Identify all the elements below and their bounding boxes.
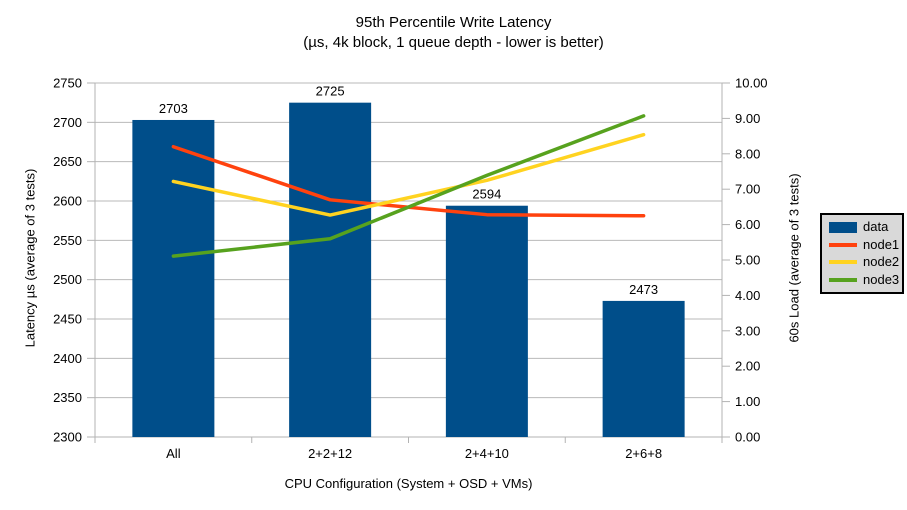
right-axis-tick-label: 8.00 xyxy=(735,146,760,161)
left-axis-tick-label: 2550 xyxy=(53,233,82,248)
bar-2+4+10 xyxy=(445,205,528,437)
chart-title-line2: (µs, 4k block, 1 queue depth - lower is … xyxy=(303,34,604,51)
x-category-label: All xyxy=(166,446,181,461)
x-category-label: 2+6+8 xyxy=(625,446,662,461)
right-axis-tick-label: 2.00 xyxy=(735,359,760,374)
x-axis-title: CPU Configuration (System + OSD + VMs) xyxy=(284,476,533,491)
bar-2+2+12 xyxy=(289,102,372,438)
left-axis-tick-label: 2500 xyxy=(53,272,82,287)
bar-value-label: 2594 xyxy=(472,187,501,202)
left-axis-tick-label: 2700 xyxy=(53,115,82,130)
bar-value-label: 2725 xyxy=(316,84,345,99)
legend: data node1 node2 node3 xyxy=(820,213,904,294)
right-axis-tick-label: 0.00 xyxy=(735,430,760,445)
bar-2+6+8 xyxy=(602,300,685,437)
bar-value-label: 2703 xyxy=(159,101,188,116)
line-node3 xyxy=(171,114,646,258)
left-axis-tick-label: 2400 xyxy=(53,351,82,366)
legend-label: node2 xyxy=(863,254,900,270)
right-axis-tick-label: 1.00 xyxy=(735,394,760,409)
legend-swatch-data xyxy=(829,221,857,233)
left-axis-tick-label: 2750 xyxy=(53,76,82,91)
left-axis-tick-label: 2450 xyxy=(53,312,82,327)
legend-entry-node2: node2 xyxy=(829,255,902,269)
right-axis-tick-label: 10.00 xyxy=(735,76,768,91)
legend-label: node3 xyxy=(863,271,900,287)
right-axis-tick-label: 4.00 xyxy=(735,288,760,303)
right-axis-tick-label: 7.00 xyxy=(735,182,760,197)
right-axis-title: 60s Load (average of 3 tests) xyxy=(786,173,802,343)
right-axis-tick-label: 9.00 xyxy=(735,111,760,126)
legend-entry-node3: node3 xyxy=(829,271,902,287)
chart-title-line1: 95th Percentile Write Latency xyxy=(355,14,552,31)
left-axis-title: Latency µs (average of 3 tests) xyxy=(22,168,38,348)
line-node2 xyxy=(171,132,646,217)
legend-swatch-node2 xyxy=(829,260,857,265)
right-axis-tick-label: 5.00 xyxy=(735,253,760,268)
chart-title: 95th Percentile Write Latency (µs, 4k bl… xyxy=(0,13,907,53)
legend-swatch-node3 xyxy=(829,277,857,282)
left-axis-tick-label: 2350 xyxy=(53,390,82,405)
x-category-label: 2+4+10 xyxy=(465,446,509,461)
legend-label: data xyxy=(863,219,889,235)
right-axis-tick-label: 6.00 xyxy=(735,217,760,232)
legend-swatch-node1 xyxy=(829,242,857,247)
right-axis-tick-label: 3.00 xyxy=(735,323,760,338)
left-axis-tick-label: 2600 xyxy=(53,194,82,209)
left-axis-tick-label: 2650 xyxy=(53,154,82,169)
legend-entry-data: data xyxy=(829,220,902,234)
x-category-label: 2+2+12 xyxy=(308,446,352,461)
bar-value-label: 2473 xyxy=(629,282,658,297)
legend-label: node1 xyxy=(863,236,900,252)
left-axis-tick-label: 2300 xyxy=(53,430,82,445)
bar-All xyxy=(132,119,215,438)
legend-entry-node1: node1 xyxy=(829,236,902,252)
